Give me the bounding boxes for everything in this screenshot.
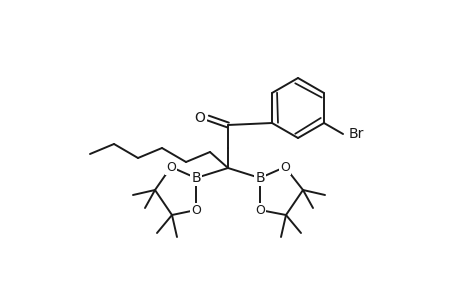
Text: Br: Br <box>347 127 363 141</box>
Text: B: B <box>191 171 201 185</box>
Text: O: O <box>190 203 201 217</box>
Text: B: B <box>255 171 264 185</box>
Text: O: O <box>280 160 289 173</box>
Text: O: O <box>166 160 175 173</box>
Text: O: O <box>254 203 264 217</box>
Text: O: O <box>194 111 205 125</box>
